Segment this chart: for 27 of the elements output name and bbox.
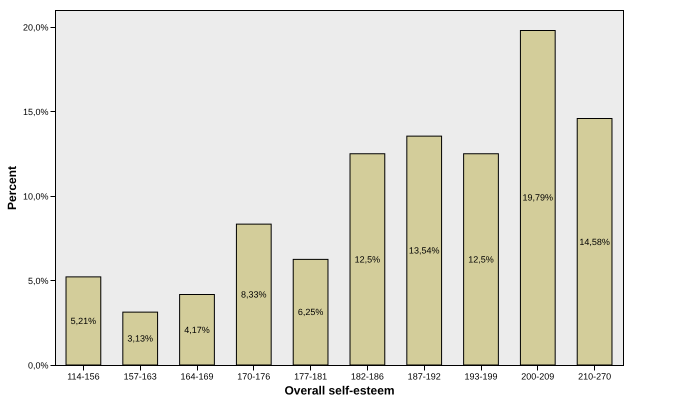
data-label: 13,54% [408, 246, 440, 256]
data-label: 5,21% [70, 316, 96, 326]
data-label: 12,5% [468, 254, 494, 264]
data-label: 8,33% [241, 290, 267, 300]
y-tick-label: 10,0% [22, 191, 48, 202]
x-tick-label: 210-270 [578, 372, 612, 382]
data-label: 19,79% [522, 192, 554, 203]
x-tick-label: 187-192 [408, 372, 441, 382]
x-tick-label: 177-181 [294, 372, 328, 382]
data-label: 3,13% [127, 334, 153, 344]
y-tick-label: 0,0% [28, 360, 48, 370]
y-tick-label: 20,0% [22, 22, 48, 32]
y-axis-title: Percent [4, 166, 19, 210]
x-tick-label: 114-156 [67, 372, 100, 382]
x-tick-label: 164-169 [180, 372, 214, 382]
x-tick-label: 193-199 [464, 372, 498, 382]
x-tick-label: 170-176 [237, 372, 270, 382]
x-tick-label: 157-163 [124, 372, 157, 382]
x-axis-title: Overall self-esteem [284, 384, 395, 398]
x-tick-label: 182-186 [350, 372, 384, 382]
data-label: 12,5% [354, 254, 380, 264]
data-label: 4,17% [184, 324, 210, 335]
data-label: 6,25% [298, 307, 324, 318]
x-tick-label: 200-209 [521, 372, 554, 382]
y-tick-label: 5,0% [28, 276, 48, 286]
y-tick-label: 15,0% [22, 106, 48, 117]
data-label: 14,58% [579, 236, 610, 247]
